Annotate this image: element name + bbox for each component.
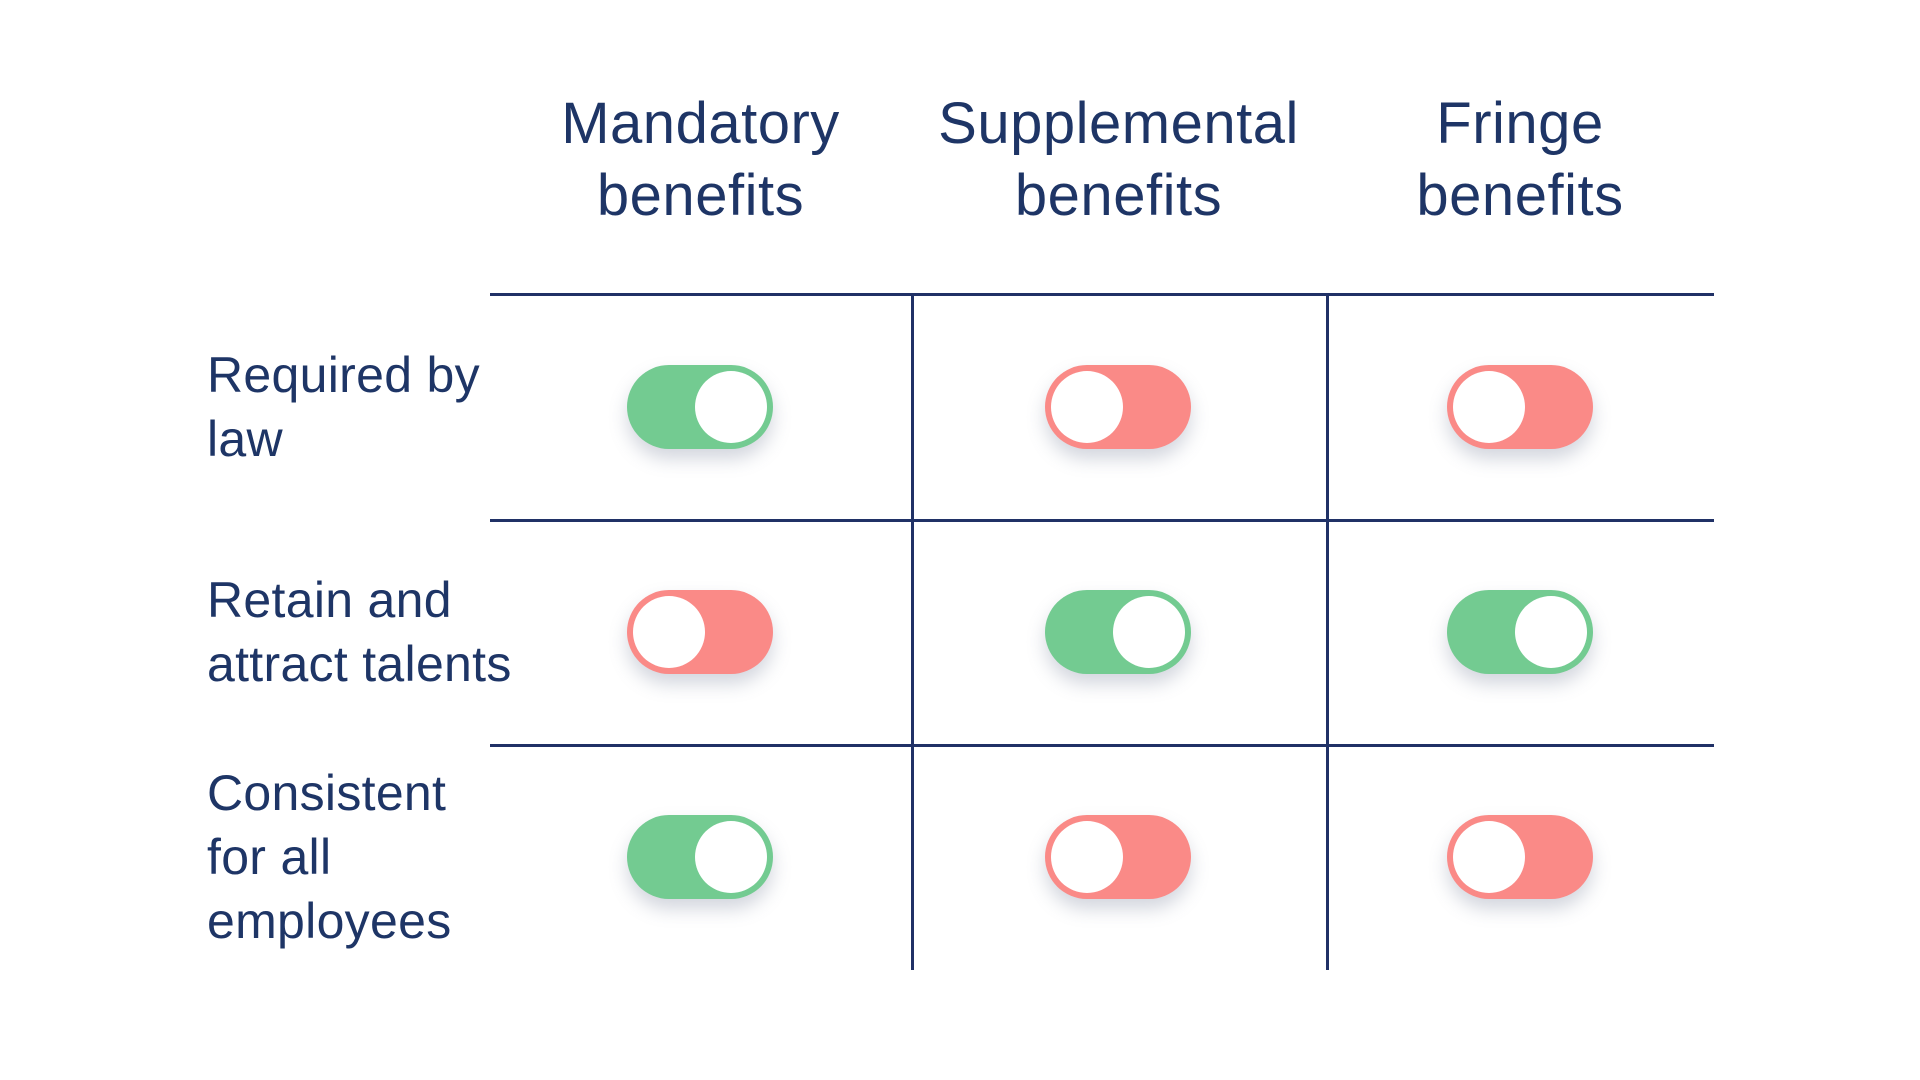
toggle-retain-and-attract-talents-supplemental[interactable] xyxy=(1045,590,1191,674)
toggle-retain-and-attract-talents-mandatory[interactable] xyxy=(627,590,773,674)
table-top-border-line xyxy=(490,293,1714,296)
toggle-knob-icon xyxy=(1515,596,1587,668)
toggle-knob-icon xyxy=(695,371,767,443)
row-label-required-by-law: Required by law xyxy=(207,347,480,467)
toggle-knob-icon xyxy=(695,821,767,893)
toggle-knob-icon xyxy=(1113,596,1185,668)
row-label-consistent-for-all-employees: Consistent for all employees xyxy=(207,765,452,949)
toggle-required-by-law-mandatory[interactable] xyxy=(627,365,773,449)
column-header-mandatory-benefits: Mandatory benefits xyxy=(561,91,840,228)
toggle-consistent-for-all-employees-supplemental[interactable] xyxy=(1045,815,1191,899)
table-column-divider-line xyxy=(1326,293,1329,970)
column-header-supplemental-benefits: Supplemental benefits xyxy=(938,91,1299,228)
toggle-consistent-for-all-employees-mandatory[interactable] xyxy=(627,815,773,899)
toggle-knob-icon xyxy=(1051,821,1123,893)
table-row-divider-line xyxy=(490,519,1714,522)
toggle-knob-icon xyxy=(1051,371,1123,443)
toggle-required-by-law-fringe[interactable] xyxy=(1447,365,1593,449)
toggle-consistent-for-all-employees-fringe[interactable] xyxy=(1447,815,1593,899)
row-label-retain-and-attract-talents: Retain and attract talents xyxy=(207,572,512,692)
toggle-knob-icon xyxy=(1453,821,1525,893)
column-header-fringe-benefits: Fringe benefits xyxy=(1416,91,1624,228)
toggle-knob-icon xyxy=(1453,371,1525,443)
table-column-divider-line xyxy=(911,293,914,970)
toggle-retain-and-attract-talents-fringe[interactable] xyxy=(1447,590,1593,674)
toggle-required-by-law-supplemental[interactable] xyxy=(1045,365,1191,449)
table-row-divider-line xyxy=(490,744,1714,747)
toggle-knob-icon xyxy=(633,596,705,668)
